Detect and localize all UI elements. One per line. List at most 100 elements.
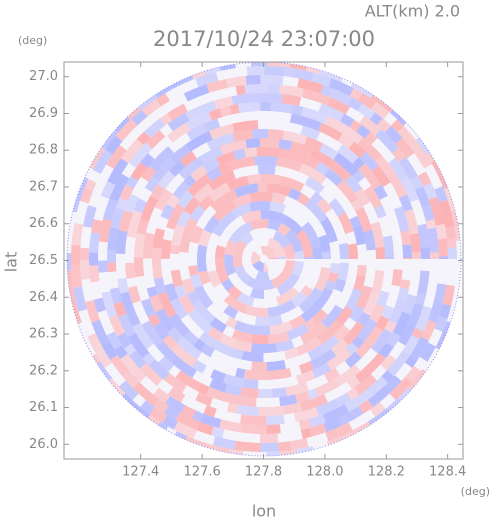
echo-cell [324, 367, 341, 383]
echo-cell [300, 285, 313, 298]
echo-cell [200, 100, 217, 115]
echo-cell [329, 263, 340, 274]
echo-cell [224, 239, 237, 256]
echo-cell [208, 170, 236, 191]
echo-cell [233, 148, 246, 161]
echo-cell [345, 342, 359, 356]
echo-cell [268, 129, 285, 140]
echo-cell [120, 138, 144, 164]
echo-cell [124, 343, 137, 356]
echo-cell [300, 305, 320, 323]
echo-cell [260, 174, 282, 185]
echo-cell [118, 313, 136, 338]
echo-cell [333, 324, 351, 342]
echo-cell [298, 418, 312, 431]
x-tick-label: 127.6 [184, 465, 221, 480]
echo-cell [106, 331, 123, 350]
y-unit: (deg) [18, 34, 47, 47]
echo-cell [183, 174, 197, 188]
echo-cell [350, 82, 373, 99]
echo-cell [381, 304, 395, 320]
echo-cell [141, 298, 156, 318]
echo-cell [387, 350, 411, 377]
echo-cell [186, 290, 200, 305]
echo-cell [131, 109, 148, 126]
echo-cell [155, 85, 173, 98]
echo-cell [212, 211, 236, 237]
echo-cell [436, 170, 448, 190]
echo-cell [327, 97, 351, 115]
echo-cell [158, 421, 169, 431]
echo-cell [164, 395, 186, 413]
echo-cell [397, 387, 411, 402]
echo-cell [110, 354, 130, 378]
echo-cell [279, 175, 305, 193]
echo-cell [389, 376, 413, 401]
echo-cell [272, 387, 287, 398]
echo-cell [216, 151, 236, 166]
echo-cell [344, 351, 362, 368]
y-tick-label: 26.9 [29, 106, 58, 121]
echo-cell [153, 322, 170, 341]
echo-cell [375, 129, 399, 154]
echo-cell [140, 400, 155, 415]
echo-cell [115, 197, 128, 211]
echo-cell [114, 345, 128, 360]
echo-cell [249, 288, 265, 299]
echo-cell [279, 394, 298, 407]
echo-cell [277, 222, 291, 237]
echo-cell [195, 72, 219, 88]
echo-cell [79, 247, 90, 261]
echo-cell [67, 253, 72, 271]
echo-cell [325, 422, 353, 442]
echo-cell [307, 346, 323, 361]
echo-cell [337, 262, 349, 282]
echo-cell [371, 165, 391, 188]
echo-cell [397, 323, 416, 346]
echo-cell [185, 131, 213, 152]
echo-cell [92, 353, 101, 364]
echo-cell [405, 365, 422, 383]
echo-cell [302, 116, 322, 132]
echo-cell [260, 75, 284, 85]
echo-cell [144, 118, 166, 139]
echo-cell [143, 232, 155, 259]
echo-cell [402, 334, 420, 356]
echo-cell [269, 320, 293, 335]
echo-cell [138, 94, 158, 111]
echo-cell [365, 376, 388, 398]
echo-cell [170, 244, 180, 255]
echo-cell [75, 177, 89, 202]
echo-cell [269, 314, 283, 326]
echo-cell [356, 264, 367, 277]
echo-cell [443, 187, 455, 212]
echo-cell [316, 197, 333, 214]
echo-cell [89, 147, 106, 170]
echo-cell [118, 380, 139, 401]
echo-cell [115, 117, 131, 133]
echo-cell [370, 94, 393, 113]
echo-cell [352, 157, 365, 170]
echo-cell [196, 421, 214, 436]
echo-cell [290, 113, 305, 126]
echo-cell [358, 399, 374, 414]
echo-cell [255, 270, 270, 281]
echo-cell [120, 353, 140, 375]
echo-cell [125, 175, 139, 189]
echo-cell [322, 404, 350, 423]
echo-cell [153, 277, 167, 295]
echo-cell [183, 196, 201, 215]
echo-cell [162, 415, 178, 430]
echo-cell [232, 120, 259, 133]
echo-cell [376, 290, 390, 308]
echo-cell [148, 359, 170, 380]
echo-cell [80, 188, 93, 204]
echo-cell [357, 103, 376, 120]
echo-cell [297, 78, 324, 94]
echo-cell [305, 66, 321, 74]
echo-cell [231, 329, 253, 344]
echo-cell [160, 203, 175, 220]
echo-cell [207, 270, 222, 288]
echo-cell [206, 386, 232, 403]
